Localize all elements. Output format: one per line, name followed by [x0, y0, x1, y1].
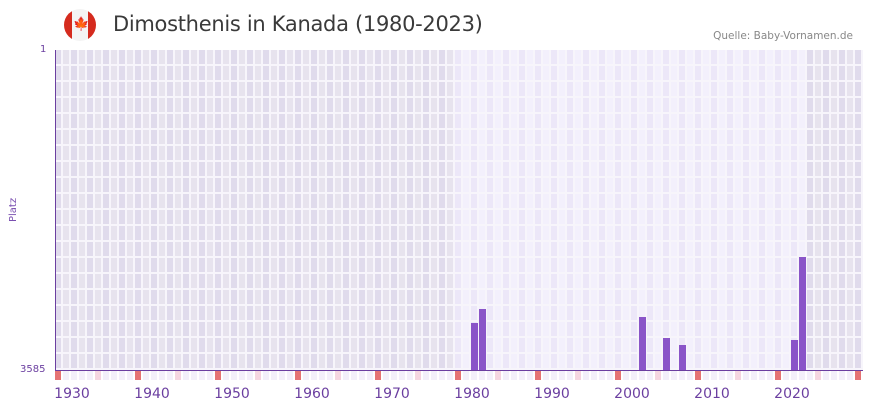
bar-2023[interactable] — [799, 256, 806, 370]
x-tick-label: 2020 — [774, 386, 810, 402]
y-tick-top: 1 — [40, 44, 47, 55]
x-tick-label: 1990 — [534, 386, 570, 402]
y-axis-title: Platz — [8, 197, 19, 222]
x-tick-label: 1940 — [134, 386, 170, 402]
source-link[interactable]: Quelle: Baby-Vornamen.de — [713, 30, 853, 42]
x-tick-label: 1970 — [374, 386, 410, 402]
plot-area — [55, 50, 863, 370]
bar-1982[interactable] — [471, 322, 478, 370]
bar-1983[interactable] — [479, 309, 486, 370]
x-tick-label: 1950 — [214, 386, 250, 402]
x-axis-line — [55, 370, 863, 371]
bar-2003[interactable] — [639, 316, 646, 370]
x-tick-label: 1930 — [54, 386, 90, 402]
x-tick-label: 1980 — [454, 386, 490, 402]
x-tick-label: 2010 — [694, 386, 730, 402]
bar-2006[interactable] — [663, 338, 670, 370]
bar-2022[interactable] — [791, 340, 798, 370]
bar-2008[interactable] — [679, 345, 686, 370]
canada-flag-icon: 🍁 — [64, 9, 96, 41]
chart-title: Dimosthenis in Kanada (1980-2023) — [113, 12, 483, 36]
y-tick-bottom: 3585 — [20, 364, 46, 375]
x-tick-label: 1960 — [294, 386, 330, 402]
y-axis-line — [55, 50, 56, 370]
x-tick-label: 2000 — [614, 386, 650, 402]
